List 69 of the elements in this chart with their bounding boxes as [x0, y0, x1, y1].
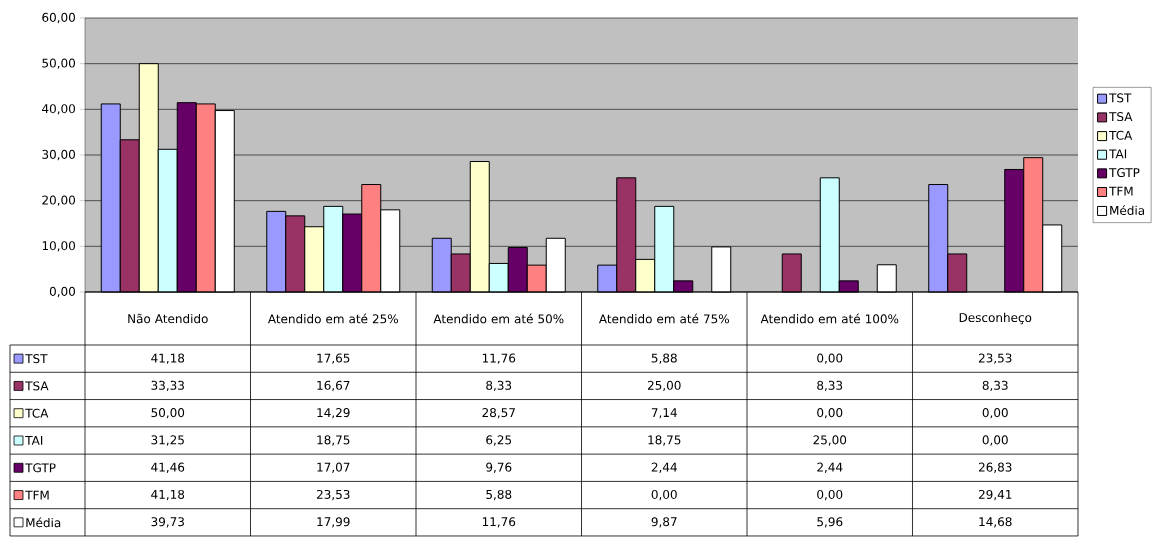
- data-label: 0,00: [982, 408, 1008, 419]
- data-label: 11,76: [482, 353, 516, 364]
- legend-label: TFM: [1109, 186, 1133, 196]
- data-label: 26,83: [978, 462, 1012, 473]
- data-label: 0,00: [651, 489, 677, 501]
- y-tick-label: 30,00: [42, 149, 76, 161]
- data-label: 28,57: [482, 408, 515, 419]
- legend-label: Média: [1110, 205, 1145, 216]
- data-label: 14,68: [979, 517, 1012, 528]
- text: TSA: [1109, 112, 1133, 122]
- legend-label: TAI: [25, 436, 43, 445]
- text: TST: [1109, 93, 1132, 103]
- data-label: 41,18: [151, 353, 185, 364]
- data-label: 25,00: [813, 435, 847, 446]
- text: TGTP: [25, 463, 56, 473]
- data-label: 17,07: [317, 462, 350, 473]
- x-tick-label: Atendido em até 75%: [598, 313, 729, 324]
- legend-label: TST: [25, 354, 48, 364]
- data-label: 33,33: [151, 380, 184, 392]
- data-label: 9,87: [651, 517, 677, 528]
- data-label: 23,53: [316, 489, 350, 501]
- x-tick-label: Desconheço: [959, 312, 1032, 325]
- data-label: 23,53: [978, 353, 1012, 364]
- data-label: 41,46: [151, 462, 185, 473]
- data-label: 5,88: [651, 353, 677, 364]
- data-label: 25,00: [647, 380, 681, 392]
- data-label: 0,00: [817, 408, 843, 419]
- data-label: 0,00: [817, 353, 843, 364]
- x-tick-label: Não Atendido: [128, 313, 208, 324]
- text: TCA: [1109, 130, 1133, 140]
- data-label: 2,44: [651, 462, 677, 473]
- data-label: 2,44: [817, 462, 843, 473]
- x-tick-label: Atendido em até 100%: [760, 313, 899, 324]
- y-tick-label: 60,00: [42, 12, 76, 24]
- data-label: 8,33: [982, 380, 1008, 392]
- y-tick-label: 20,00: [42, 195, 76, 206]
- data-label: 29,41: [978, 489, 1012, 501]
- data-label: 8,33: [817, 380, 843, 392]
- y-tick-label: 40,00: [42, 104, 76, 115]
- legend-label: TSA: [25, 381, 49, 391]
- legend-label: TCA: [25, 408, 49, 418]
- data-label: 16,67: [317, 380, 350, 392]
- data-label: 39,73: [151, 517, 184, 528]
- y-tick-label: 50,00: [42, 58, 76, 69]
- data-label: 11,76: [482, 517, 516, 528]
- y-tick-label: 10,00: [42, 241, 76, 252]
- data-label: 50,00: [151, 408, 185, 419]
- data-label: 7,14: [651, 408, 677, 419]
- text: TAI: [1109, 149, 1127, 159]
- text: TFM: [25, 490, 49, 500]
- data-label: 5,96: [817, 517, 843, 528]
- data-label: 17,99: [317, 517, 350, 528]
- x-tick-label: Atendido em até 25%: [267, 313, 398, 324]
- text: Média: [26, 517, 61, 528]
- data-label: 18,75: [317, 435, 350, 446]
- data-label: 41,18: [151, 489, 185, 501]
- data-label: 8,33: [486, 380, 512, 392]
- data-label: 9,76: [486, 462, 512, 473]
- data-label: 18,75: [648, 435, 681, 446]
- data-label: 6,25: [486, 435, 512, 446]
- data-label: 0,00: [982, 435, 1008, 446]
- data-label: 31,25: [151, 435, 184, 446]
- data-label: 14,29: [317, 408, 350, 419]
- data-label: 5,88: [486, 489, 512, 501]
- x-tick-label: Atendido em até 50%: [433, 313, 564, 324]
- data-label: 0,00: [817, 489, 843, 501]
- y-tick-label: 0,00: [49, 286, 76, 298]
- data-label: 17,65: [317, 353, 350, 364]
- legend-label: TGTP: [1109, 168, 1140, 178]
